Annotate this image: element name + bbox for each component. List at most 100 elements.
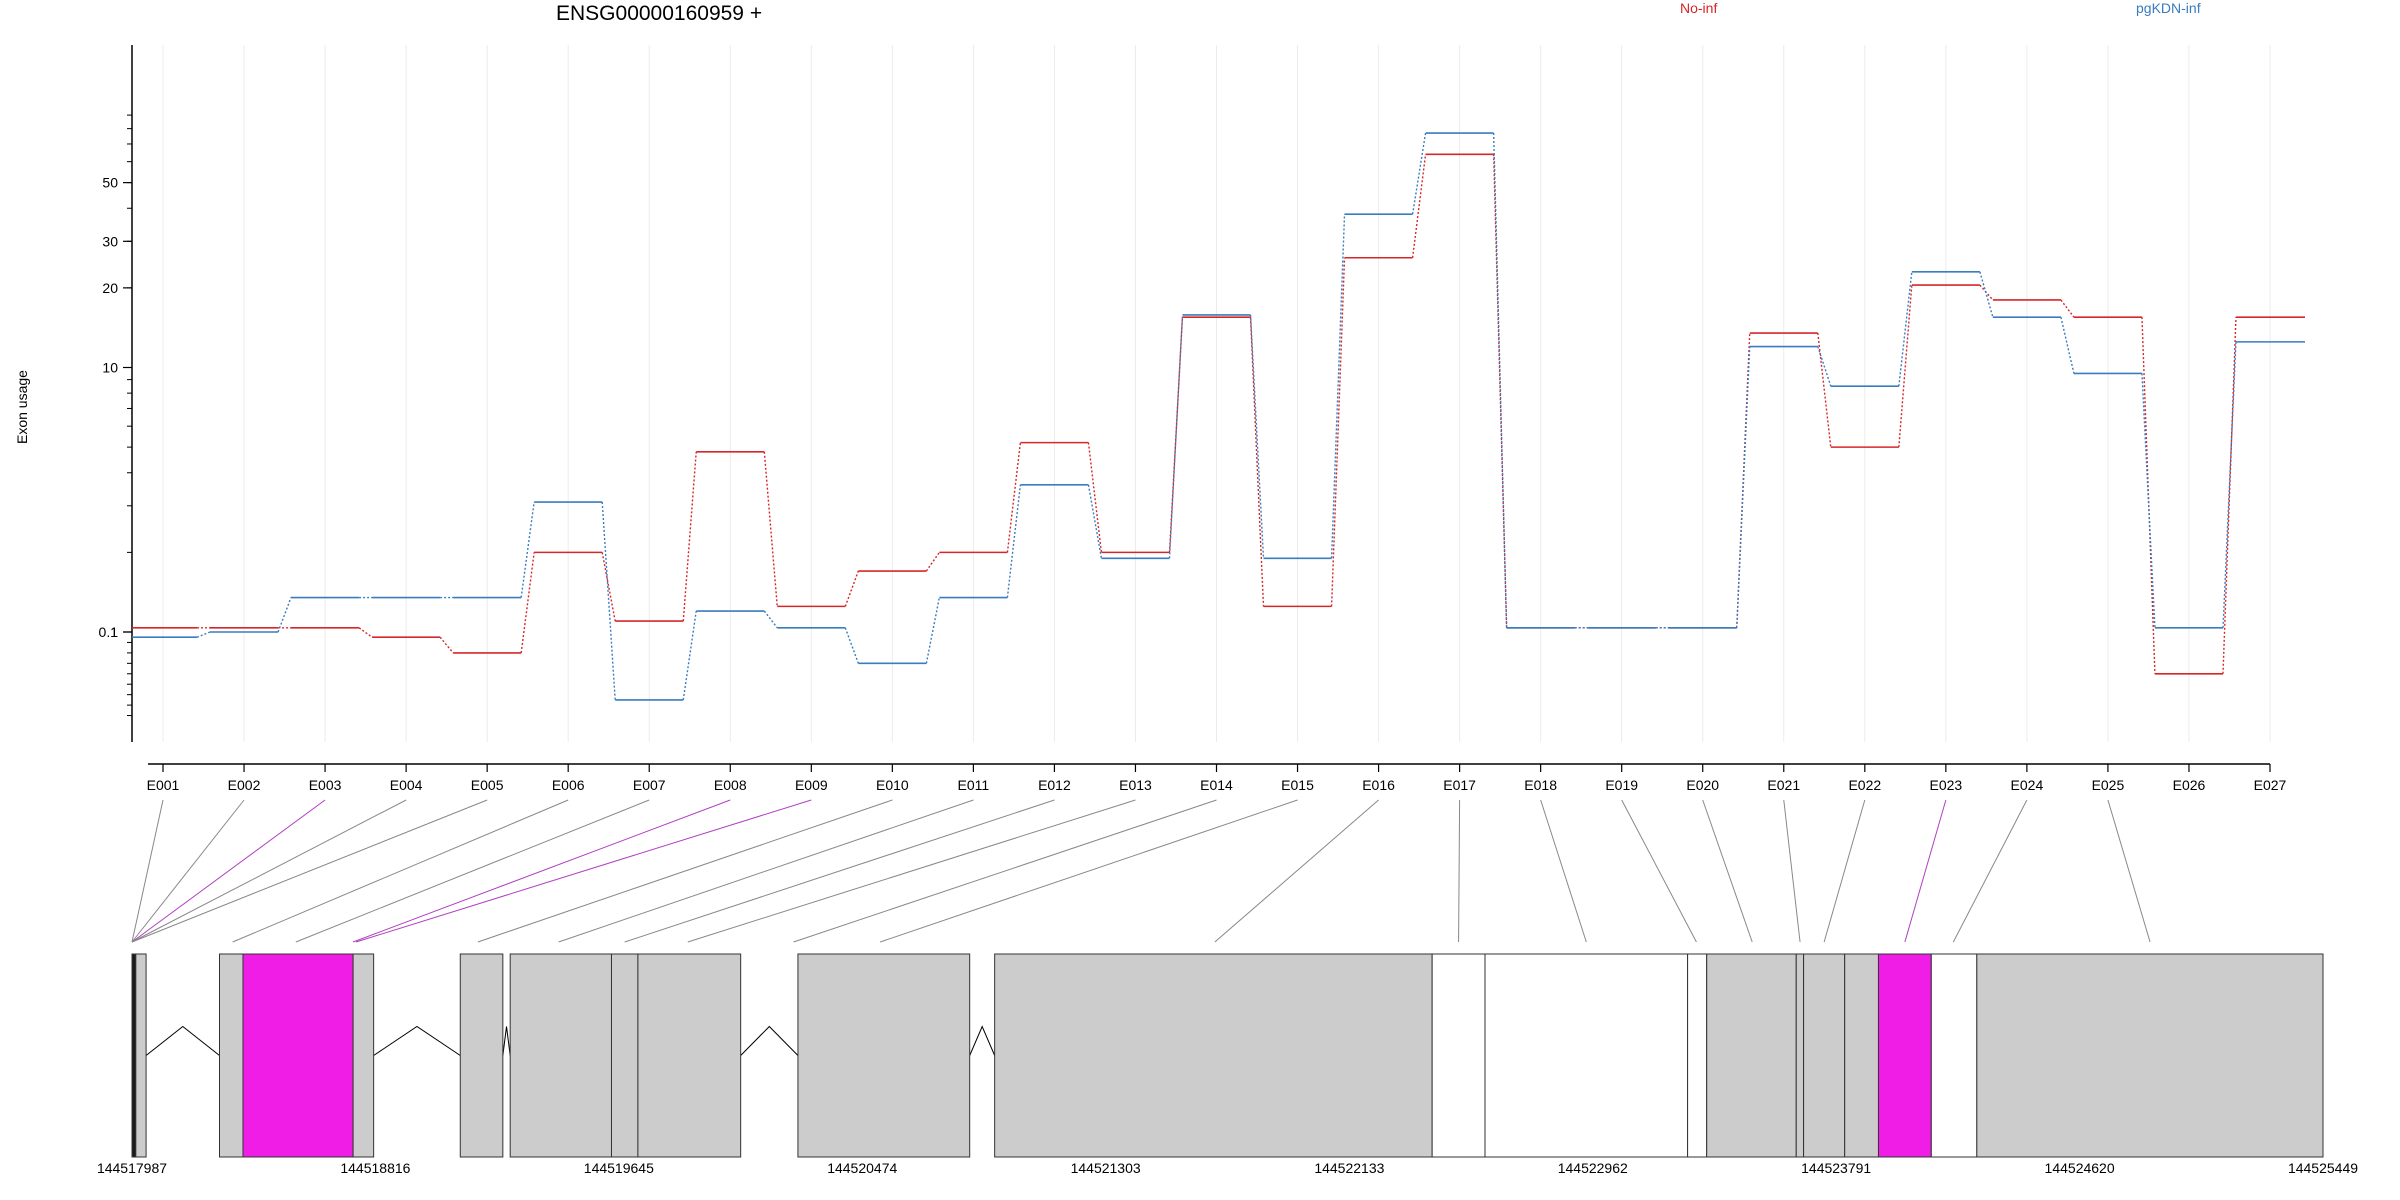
connector-E008 xyxy=(352,799,731,943)
connector-E014 xyxy=(793,799,1217,943)
series-transition xyxy=(2222,317,2237,674)
genomic-tick-label: 144522133 xyxy=(1314,1160,1384,1176)
x-tick-label: E027 xyxy=(2254,777,2287,793)
series-transition xyxy=(1249,317,1265,607)
series-transition xyxy=(1898,271,1913,387)
connector-E018 xyxy=(1540,799,1587,943)
genomic-tick-label: 144517987 xyxy=(97,1160,167,1176)
connector-E016 xyxy=(1214,799,1379,943)
y-tick-label: 10 xyxy=(102,360,118,376)
connector-E015 xyxy=(879,799,1298,943)
series-lines xyxy=(132,132,2305,701)
exon-E015 xyxy=(1706,953,1797,1158)
intron xyxy=(502,1026,511,1056)
exon-E016 xyxy=(1795,953,1805,1158)
connector-E009 xyxy=(355,799,812,943)
connector-E024 xyxy=(1952,799,2028,943)
x-tick-label: E002 xyxy=(228,777,261,793)
y-tick-label: 50 xyxy=(102,175,118,191)
connector-E021 xyxy=(1783,799,1801,943)
genomic-tick-label: 144519645 xyxy=(584,1160,654,1176)
x-tick-label: E010 xyxy=(876,777,909,793)
x-tick-label: E008 xyxy=(714,777,747,793)
x-tick-label: E023 xyxy=(1929,777,1962,793)
series-transition xyxy=(1168,314,1184,559)
exon-E009 xyxy=(637,953,742,1158)
connector-E020 xyxy=(1702,799,1753,943)
exon-E021 xyxy=(1976,953,2324,1158)
exon-E020 xyxy=(1930,953,1978,1158)
axes: 0.11 10 20 30 50 E001 E002 E003 E004 E005 E006 E007… xyxy=(99,45,2287,793)
series-No-inf xyxy=(132,153,2305,675)
x-tick-label: E018 xyxy=(1524,777,1557,793)
genomic-tick-label: 144524620 xyxy=(2045,1160,2115,1176)
series-transition xyxy=(2141,373,2156,628)
x-tick-label: E011 xyxy=(958,777,990,793)
exon-E001 xyxy=(131,953,137,1158)
series-transition xyxy=(1411,132,1427,215)
series-pgKDN-inf xyxy=(132,132,2305,701)
series-transition xyxy=(2060,299,2075,318)
x-tick-label: E009 xyxy=(795,777,828,793)
x-tick-label: E013 xyxy=(1119,777,1152,793)
connector-E006 xyxy=(232,799,569,943)
series-transition xyxy=(1087,442,1103,553)
series-transition xyxy=(682,451,697,622)
series-transition xyxy=(2060,316,2075,374)
connector-E023 xyxy=(1904,799,1947,943)
series-transition xyxy=(925,597,941,664)
series-transition xyxy=(1006,484,1022,598)
genomic-tick-label: 144522962 xyxy=(1558,1160,1628,1176)
series-transition xyxy=(1411,154,1427,258)
genomic-tick-label: 144521303 xyxy=(1071,1160,1141,1176)
series-transition xyxy=(1492,133,1508,628)
series-transition xyxy=(1330,214,1346,559)
x-tick-label: E012 xyxy=(1038,777,1071,793)
legend-item-no-inf: No-inf xyxy=(1680,0,1718,16)
series-transition xyxy=(520,501,535,598)
x-tick-label: E022 xyxy=(1848,777,1881,793)
exon-connectors xyxy=(131,799,2151,943)
genomic-tick-label: 144525449 xyxy=(2288,1160,2358,1176)
series-transition xyxy=(439,636,454,654)
exon-E017 xyxy=(1803,953,1846,1158)
series-transition xyxy=(1330,257,1346,607)
connector-E011 xyxy=(558,799,974,943)
series-transition xyxy=(1817,332,1832,448)
x-tick-label: E005 xyxy=(471,777,504,793)
x-tick-label: E020 xyxy=(1686,777,1719,793)
intron xyxy=(373,1025,461,1056)
legend-item-pgkdn-inf: pgKDN-inf xyxy=(2136,0,2201,16)
y-tick-label: 0.1 xyxy=(99,624,119,640)
y-tick-label: 20 xyxy=(102,280,118,296)
exon-E012 xyxy=(1431,953,1486,1158)
series-transition xyxy=(925,551,940,572)
x-tick-label: E007 xyxy=(633,777,666,793)
series-transition xyxy=(1087,484,1103,559)
x-tick-label: E003 xyxy=(309,777,342,793)
series-transition xyxy=(1898,284,1913,448)
exon-E007 xyxy=(509,953,612,1158)
connector-E019 xyxy=(1621,799,1697,943)
exon-E004 xyxy=(242,953,354,1158)
series-transition xyxy=(1817,346,1832,387)
exon-E011 xyxy=(994,953,1433,1158)
exon-E006 xyxy=(459,953,504,1158)
series-transition xyxy=(1979,271,1994,318)
genomic-tick-label: 144523791 xyxy=(1801,1160,1871,1176)
x-tick-label: E006 xyxy=(552,777,585,793)
connector-E003 xyxy=(131,799,326,943)
connector-E005 xyxy=(131,799,488,943)
series-transition xyxy=(682,610,697,700)
gene-model xyxy=(131,953,2324,1158)
series-transition xyxy=(763,610,778,629)
intron xyxy=(740,1025,799,1056)
chart-title: ENSG00000160959 + xyxy=(556,2,763,25)
series-transition xyxy=(844,570,859,607)
series-transition xyxy=(1006,442,1022,553)
exon-E018 xyxy=(1844,953,1879,1158)
series-transition xyxy=(2141,317,2156,674)
series-transition xyxy=(1249,314,1265,559)
x-tick-label: E021 xyxy=(1767,777,1800,793)
